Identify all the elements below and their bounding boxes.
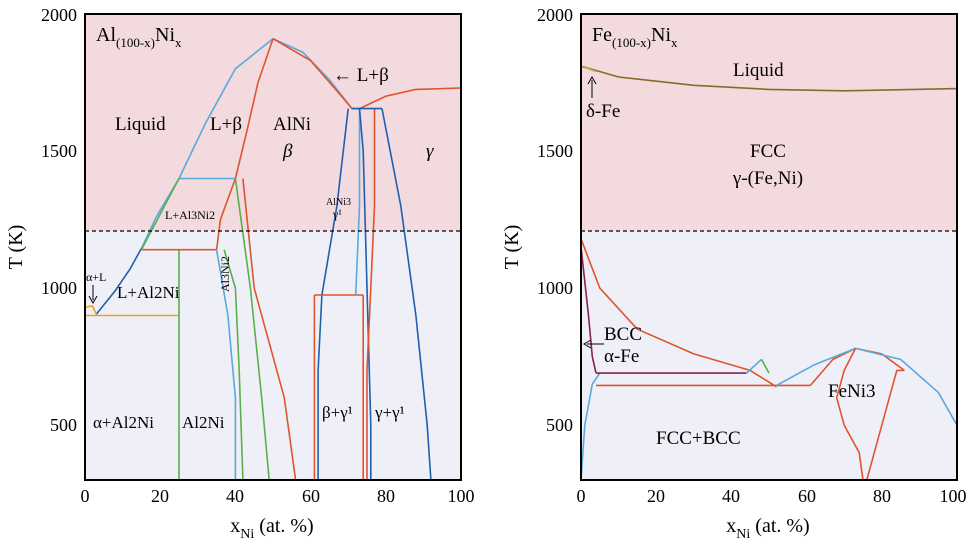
- phase-boundary-line-6: [84, 305, 98, 315]
- plot-frame: [84, 13, 462, 481]
- phase-boundary-line-16: [242, 178, 297, 481]
- label-alpha-al2ni: α+Al2Ni: [93, 413, 154, 432]
- label-l-al3ni2: L+Al3Ni2: [165, 208, 215, 222]
- label-l-beta: L+β: [210, 114, 242, 135]
- phase-boundary-line-1: [580, 65, 597, 73]
- upper-region-shade: [581, 14, 957, 231]
- x-tick-60: 60: [798, 486, 816, 506]
- phase-boundary-line-2: [580, 238, 777, 388]
- phase-boundary-line-3: [359, 87, 462, 110]
- label-alpha-l: α+L: [86, 270, 106, 284]
- lower-region-shade: [581, 231, 957, 480]
- phase-boundary-line-11: [835, 348, 864, 481]
- phase-boundary-line-23: [366, 108, 376, 480]
- plot-frame: [580, 13, 958, 481]
- phase-boundary-line-5: [95, 248, 143, 315]
- label-l-al2ni: L+Al2Ni: [117, 283, 180, 302]
- label-beta: β: [282, 141, 293, 162]
- phase-boundary-line-13: [215, 249, 237, 480]
- phase-boundary-line-15: [234, 178, 270, 481]
- label-gamma-feni: γ-(Fe,Ni): [732, 168, 803, 189]
- x-axis-label: xNi (at. %): [230, 515, 313, 542]
- label-al2ni: Al2Ni: [182, 413, 225, 432]
- label-gamma-gamma1: γ+γ¹: [374, 403, 405, 422]
- label-gamma1-arrow: γ¹: [332, 207, 342, 221]
- phase-boundary-line-8: [760, 359, 770, 374]
- series-group: [84, 37, 462, 481]
- phase-boundary-line-4: [580, 246, 597, 374]
- phase-boundary-line-3: [580, 372, 601, 481]
- label-feni3: FeNi3: [828, 381, 876, 402]
- x-axis-label: xNi (at. %): [726, 515, 809, 542]
- bcc-arrowhead: [582, 339, 592, 349]
- y-tick-2000: 2000: [41, 5, 77, 25]
- x-tick-40: 40: [226, 486, 244, 506]
- label-al3ni2: Al3Ni2: [218, 256, 232, 292]
- x-tick-60: 60: [302, 486, 320, 506]
- label-gamma: γ: [426, 141, 434, 162]
- label-liquid: Liquid: [733, 60, 784, 81]
- y-tick-1500: 1500: [41, 141, 77, 161]
- panel-title: Al(100-x)Nix: [96, 24, 182, 50]
- y-tick-1000: 1000: [41, 278, 77, 298]
- label-alpha-fe: α-Fe: [604, 346, 639, 367]
- x-tick-80: 80: [873, 486, 891, 506]
- panel-title: Fe(100-x)Nix: [592, 24, 678, 50]
- label-fcc-bcc: FCC+BCC: [656, 428, 741, 449]
- delta-fe-arrowhead: [587, 75, 597, 85]
- phase-boundary-line-0: [580, 65, 958, 92]
- label-fcc: FCC: [750, 141, 786, 162]
- y-axis-label: T (K): [501, 225, 523, 270]
- x-tick-40: 40: [722, 486, 740, 506]
- phase-boundary-line-11: [140, 178, 180, 251]
- y-axis-label: T (K): [5, 225, 27, 270]
- y-tick-500: 500: [50, 415, 77, 435]
- phase-boundary-line-12: [866, 369, 905, 481]
- label-liquid: Liquid: [115, 114, 166, 135]
- label-l-beta-arrow: ← L+β: [333, 65, 389, 86]
- phase-boundary-line-10: [776, 347, 958, 426]
- y-tick-500: 500: [546, 415, 573, 435]
- y-tick-1000: 1000: [537, 278, 573, 298]
- x-tick-20: 20: [647, 486, 665, 506]
- phase-boundary-line-7: [745, 358, 763, 374]
- y-tick-2000: 2000: [537, 5, 573, 25]
- x-tick-100: 100: [448, 486, 475, 506]
- label-beta-gamma1: β+γ¹: [322, 403, 353, 422]
- panel-al-ni: Al(100-x)Nix T (K) 2000 1500 1000 500 0 …: [5, 5, 475, 542]
- label-bcc: BCC: [604, 324, 642, 345]
- x-tick-20: 20: [151, 486, 169, 506]
- y-tick-1500: 1500: [537, 141, 573, 161]
- x-tick-80: 80: [377, 486, 395, 506]
- phase-boundary-line-14: [223, 249, 244, 481]
- label-delta-fe: δ-Fe: [586, 101, 620, 122]
- label-alni3: AlNi3: [326, 197, 351, 208]
- label-alni: AlNi: [273, 114, 311, 135]
- series-group: [580, 65, 958, 481]
- phase-boundary-line-21: [354, 108, 361, 296]
- alpha-l-arrowhead: [88, 295, 98, 305]
- phase-boundary-line-12: [215, 178, 237, 250]
- x-tick-0: 0: [81, 486, 90, 506]
- x-tick-100: 100: [940, 486, 967, 506]
- phase-boundary-line-22: [358, 108, 372, 480]
- panel-fe-ni: Fe(100-x)Nix T (K) 2000 1500 1000 500 0 …: [501, 5, 967, 542]
- phase-boundary-line-24: [381, 108, 432, 481]
- x-tick-0: 0: [577, 486, 586, 506]
- phase-boundary-line-1: [234, 38, 274, 179]
